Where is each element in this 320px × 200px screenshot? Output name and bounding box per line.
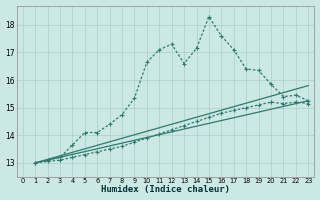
X-axis label: Humidex (Indice chaleur): Humidex (Indice chaleur) (101, 185, 230, 194)
